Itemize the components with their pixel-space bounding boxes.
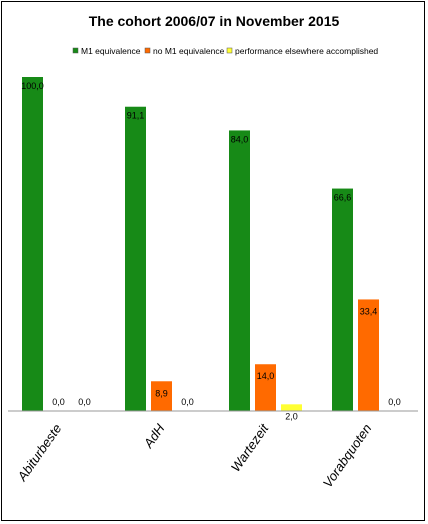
category-label: Abiturbeste [14,421,65,484]
data-label: 100,0 [21,81,44,91]
bars [22,77,379,411]
legend-swatch [226,47,233,54]
legend-swatch [144,47,151,54]
category-label: AdH [140,421,168,452]
legend-label: M1 equivalence [81,46,141,56]
legend: M1 equivalence no M1 equivalence performan… [72,46,378,56]
data-label: 0,0 [388,397,401,407]
data-label: 2,0 [285,411,298,421]
data-label: 14,0 [257,371,275,381]
bar [281,404,302,411]
category-labels: Abiturbeste AdH Wartezeit Vorabquoten [14,420,375,490]
legend-label: no M1 equivalence [153,46,225,56]
data-label: 0,0 [181,397,194,407]
bar [151,381,172,411]
chart-title: The cohort 2006/07 in November 2015 [89,13,340,29]
category-label: Wartezeit [228,420,272,475]
category-label: Vorabquoten [320,421,375,490]
bar [22,77,43,411]
data-label: 0,0 [78,397,91,407]
data-label: 8,9 [155,388,168,398]
data-label: 91,1 [127,111,145,121]
data-label: 33,4 [360,306,378,316]
legend-label: performance elsewhere accomplished [235,46,378,56]
bar [358,299,379,411]
data-label: 0,0 [52,397,65,407]
value-labels: 100,0 0,0 0,0 91,1 8,9 0,0 84,0 14,0 2,0 66,6 33,4… [21,81,401,421]
legend-swatch [72,47,79,54]
bar [255,364,276,411]
bar [332,188,353,411]
bar [229,130,250,411]
data-label: 66,6 [334,193,352,203]
data-label: 84,0 [231,134,249,144]
bar [125,106,146,411]
